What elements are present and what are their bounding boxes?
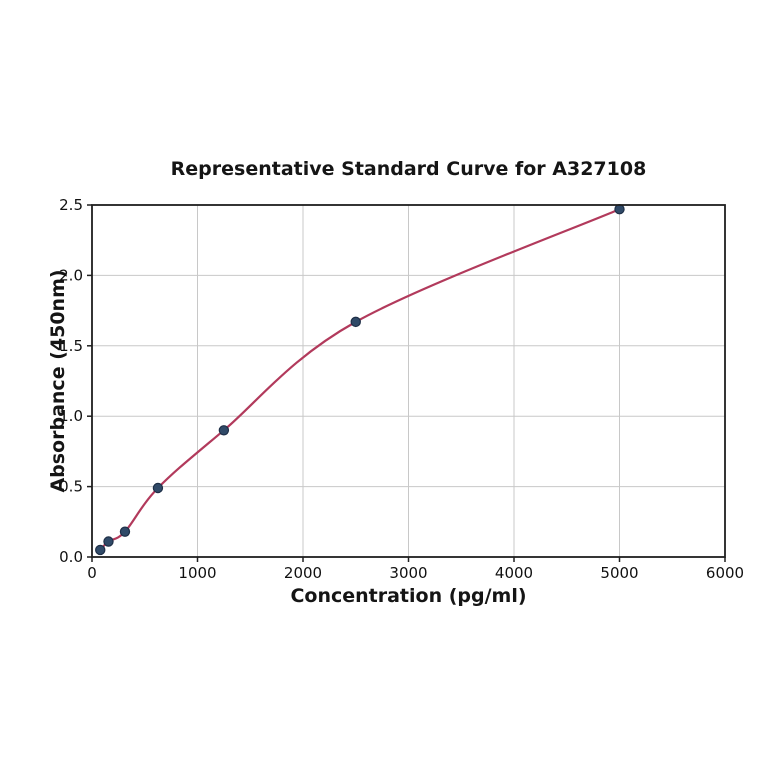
x-axis-label: Concentration (pg/ml) xyxy=(290,585,527,607)
y-tick-label: 0.0 xyxy=(59,548,83,566)
y-tick-label: 0.5 xyxy=(59,478,83,496)
x-tick-label: 0 xyxy=(87,564,97,582)
fit-curve xyxy=(99,208,621,552)
chart-title: Representative Standard Curve for A32710… xyxy=(170,158,647,180)
data-point xyxy=(218,425,230,436)
y-tick-label: 2.0 xyxy=(59,266,83,284)
x-tick-label: 4000 xyxy=(495,564,533,582)
x-tick-label: 3000 xyxy=(389,564,427,582)
data-point xyxy=(95,544,106,556)
y-tick-label: 1.0 xyxy=(59,407,83,425)
data-point xyxy=(350,316,361,328)
data-point xyxy=(103,536,114,547)
x-tick-label: 5000 xyxy=(600,564,638,582)
data-point xyxy=(119,526,131,537)
x-tick-label: 1000 xyxy=(178,564,216,582)
x-tick-label: 2000 xyxy=(284,564,322,582)
data-point xyxy=(152,482,164,494)
data-point xyxy=(614,204,625,215)
x-tick-label: 6000 xyxy=(706,564,744,582)
y-tick-label: 1.5 xyxy=(59,337,83,355)
y-tick-label: 2.5 xyxy=(59,196,83,214)
